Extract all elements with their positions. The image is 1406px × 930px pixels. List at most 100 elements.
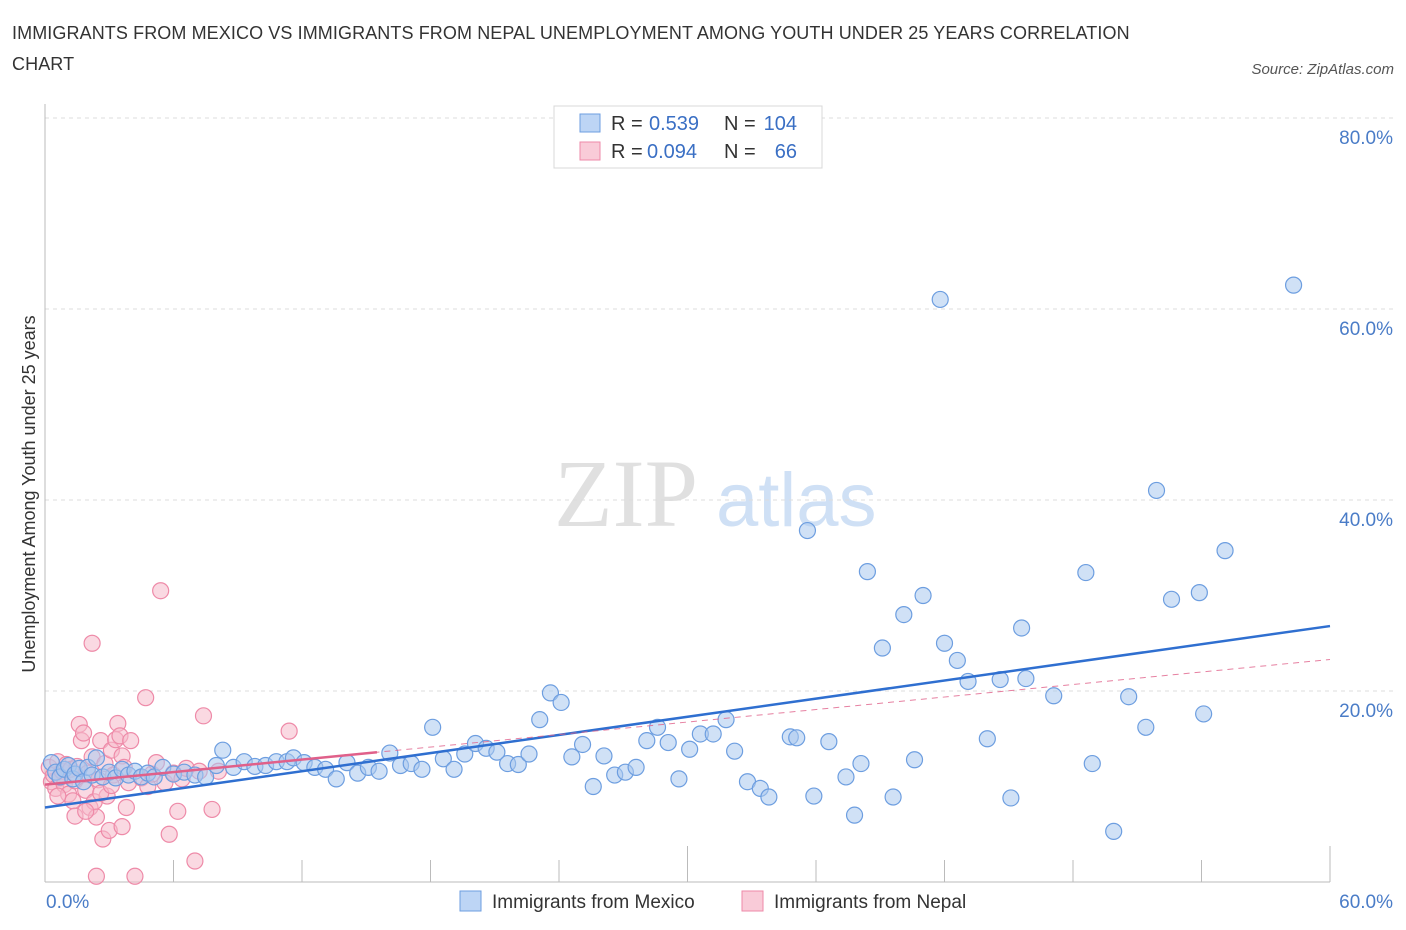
y-axis-title: Unemployment Among Youth under 25 years bbox=[19, 315, 39, 672]
mexico-point-49 bbox=[445, 760, 463, 778]
legend-r-value-nepal: 0.094 bbox=[647, 141, 697, 163]
mexico-point-67 bbox=[638, 732, 656, 750]
correlation-legend: R = 0.539 N = 104 R = 0.094 N = 66 bbox=[553, 105, 823, 169]
mexico-point-55 bbox=[509, 755, 527, 774]
mexico-point-108 bbox=[1147, 481, 1166, 500]
x-tick-label-min: 0.0% bbox=[46, 892, 89, 913]
mexico-point-105 bbox=[1105, 822, 1123, 840]
legend-r-value-mexico: 0.539 bbox=[649, 113, 699, 135]
mexico-point-88 bbox=[873, 639, 891, 657]
y-tick-label-20: 20.0% bbox=[1339, 701, 1393, 722]
mexico-point-102 bbox=[1045, 687, 1063, 705]
nepal-point-58 bbox=[137, 689, 155, 707]
mexico-point-83 bbox=[820, 733, 838, 751]
mexico-point-101 bbox=[1017, 669, 1035, 688]
nepal-point-44 bbox=[152, 582, 170, 600]
nepal-point-36 bbox=[117, 798, 135, 817]
mexico-point-60 bbox=[563, 748, 581, 766]
nepal-point-60 bbox=[87, 867, 106, 885]
mexico-point-110 bbox=[1190, 584, 1208, 602]
nepal-point-54 bbox=[203, 800, 221, 819]
trend-line-mexico bbox=[44, 624, 1331, 809]
trend-lines bbox=[44, 624, 1331, 809]
watermark-atlas: atlas bbox=[716, 458, 877, 543]
mexico-point-78 bbox=[760, 788, 778, 806]
mexico-point-94 bbox=[935, 634, 954, 652]
nepal-point-38 bbox=[122, 732, 140, 750]
y-axis-tick-labels: 20.0% 40.0% 60.0% 80.0% bbox=[1339, 128, 1393, 722]
mexico-point-95 bbox=[948, 651, 966, 670]
mexico-point-57 bbox=[531, 711, 549, 729]
mexico-point-26 bbox=[207, 756, 225, 775]
mexico-point-42 bbox=[370, 762, 388, 780]
mexico-point-56 bbox=[520, 745, 538, 763]
legend-swatch-nepal bbox=[579, 141, 601, 161]
gridlines bbox=[45, 117, 1393, 692]
mexico-point-92 bbox=[914, 586, 932, 605]
mexico-point-109 bbox=[1162, 590, 1181, 608]
mexico-point-99 bbox=[1002, 789, 1020, 807]
series-mexico-points bbox=[42, 276, 1303, 840]
mexico-point-107 bbox=[1137, 718, 1155, 736]
mexico-point-27 bbox=[214, 741, 232, 759]
y-tick-label-80: 80.0% bbox=[1339, 128, 1393, 149]
nepal-point-57 bbox=[83, 634, 101, 652]
mexico-point-74 bbox=[717, 711, 735, 729]
mexico-point-93 bbox=[931, 290, 949, 309]
nepal-point-53 bbox=[194, 707, 213, 725]
mexico-point-46 bbox=[413, 760, 431, 778]
legend-r-label-nepal: R = bbox=[611, 141, 643, 163]
mexico-point-66 bbox=[627, 758, 645, 777]
mexico-point-85 bbox=[845, 806, 864, 824]
source-credit: Source: ZipAtlas.com bbox=[1251, 61, 1394, 78]
nepal-point-59 bbox=[113, 818, 131, 836]
x-axis-ticks bbox=[44, 846, 1331, 882]
nepal-point-11 bbox=[64, 792, 82, 810]
nepal-point-63 bbox=[77, 802, 95, 820]
mexico-point-111 bbox=[1195, 705, 1213, 723]
legend-label-mexico: Immigrants from Mexico bbox=[492, 892, 695, 913]
mexico-point-106 bbox=[1120, 688, 1138, 706]
mexico-point-89 bbox=[884, 788, 902, 806]
y-tick-label-60: 60.0% bbox=[1339, 319, 1393, 340]
nepal-point-46 bbox=[160, 825, 178, 843]
legend-swatch-mexico-bottom bbox=[459, 890, 482, 912]
legend-n-label-mexico: N = bbox=[724, 113, 756, 135]
nepal-point-56 bbox=[280, 722, 298, 740]
mexico-point-82 bbox=[805, 787, 823, 805]
mexico-point-81 bbox=[798, 521, 817, 540]
mexico-point-100 bbox=[1012, 619, 1031, 637]
mexico-point-62 bbox=[584, 777, 602, 796]
mexico-point-84 bbox=[837, 768, 855, 786]
nepal-point-16 bbox=[74, 724, 93, 742]
mexico-point-61 bbox=[573, 735, 592, 754]
chart-title: IMMIGRANTS FROM MEXICO VS IMMIGRANTS FRO… bbox=[12, 23, 1130, 74]
mexico-point-58 bbox=[541, 684, 560, 702]
nepal-point-48 bbox=[169, 802, 187, 820]
mexico-point-63 bbox=[595, 747, 613, 765]
legend-n-value-mexico: 104 bbox=[764, 113, 797, 135]
mexico-point-113 bbox=[1284, 276, 1303, 294]
mexico-point-75 bbox=[726, 742, 744, 760]
trend-line-nepal-solid bbox=[44, 751, 378, 786]
legend-r-label-mexico: R = bbox=[611, 113, 643, 135]
legend-label-nepal: Immigrants from Nepal bbox=[774, 892, 966, 913]
nepal-point-62 bbox=[49, 787, 67, 805]
mexico-point-68 bbox=[648, 718, 667, 736]
series-legend: Immigrants from Mexico Immigrants from N… bbox=[459, 890, 966, 913]
mexico-point-97 bbox=[978, 730, 996, 748]
mexico-point-104 bbox=[1083, 754, 1101, 773]
legend-swatch-nepal-bottom bbox=[741, 890, 764, 912]
legend-swatch-mexico bbox=[579, 113, 601, 133]
mexico-point-59 bbox=[552, 693, 570, 712]
mexico-point-73 bbox=[704, 725, 722, 743]
mexico-point-103 bbox=[1077, 563, 1095, 582]
mexico-point-11 bbox=[87, 749, 106, 767]
legend-n-value-nepal: 66 bbox=[775, 141, 797, 163]
mexico-point-71 bbox=[681, 740, 699, 758]
mexico-point-69 bbox=[659, 733, 677, 752]
mexico-point-80 bbox=[788, 729, 806, 747]
series-nepal-points bbox=[40, 582, 298, 885]
mexico-point-47 bbox=[424, 718, 442, 736]
